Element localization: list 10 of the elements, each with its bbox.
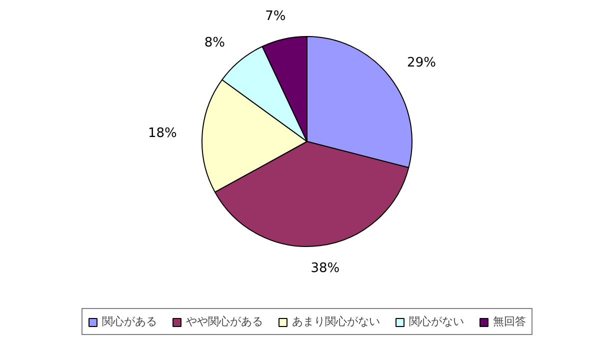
data-label: 8% bbox=[204, 35, 225, 50]
data-label: 29% bbox=[407, 55, 436, 70]
data-label: 7% bbox=[265, 8, 286, 24]
legend-label: 関心がある bbox=[102, 314, 157, 329]
legend-label: 無回答 bbox=[493, 314, 526, 329]
legend-label: やや関心がある bbox=[186, 314, 263, 329]
data-label: 38% bbox=[310, 261, 340, 276]
legend-label: 関心がない bbox=[409, 314, 464, 329]
legend-label: あまり関心がない bbox=[292, 314, 380, 329]
data-label: 18% bbox=[148, 126, 177, 141]
